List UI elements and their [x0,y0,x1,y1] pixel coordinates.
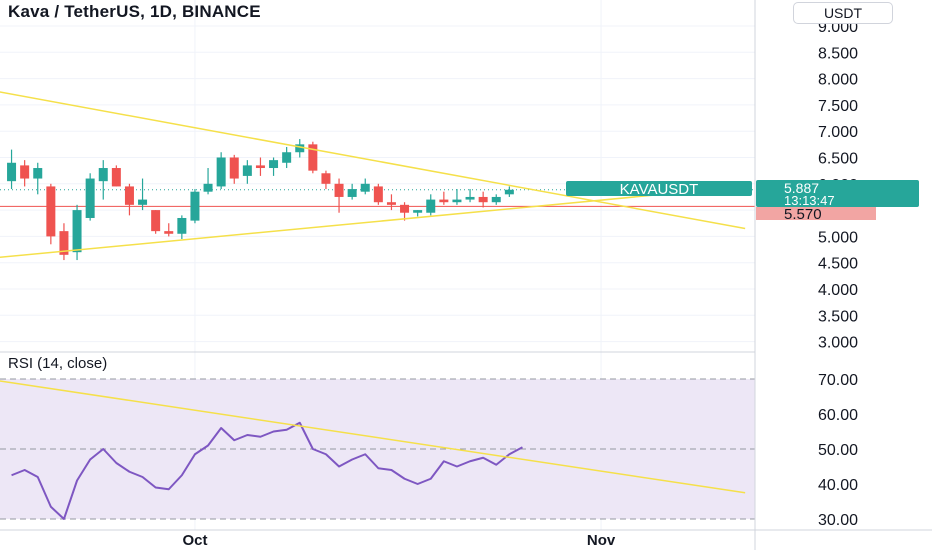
candle-body[interactable] [491,196,501,203]
candle-body[interactable] [203,183,213,192]
last-price-label: 5.887 [784,180,819,196]
last-price-badge [756,180,919,207]
price-trendline[interactable] [0,91,746,230]
price-tick-label: 6.500 [818,151,858,168]
line-level-label: 5.570 [784,206,822,223]
rsi-tick-label: 30.00 [818,512,858,529]
price-tick-label: 4.000 [818,282,858,299]
candle-body[interactable] [452,199,462,203]
candles-layer[interactable] [7,139,514,261]
candle-body[interactable] [321,173,331,184]
rsi-tick-label: 40.00 [818,477,858,494]
candle-body[interactable] [504,189,514,195]
price-tick-label: 7.000 [818,124,858,141]
candle-body[interactable] [426,199,436,213]
candle-body[interactable] [465,196,475,200]
reference-lines-layer [0,189,755,207]
time-tick-label: Nov [587,532,616,549]
candle-body[interactable] [85,178,95,218]
rsi-tick-label: 50.00 [818,442,858,459]
rsi-title: RSI (14, close) [8,355,108,372]
candle-body[interactable] [229,157,239,179]
time-tick-label: Oct [182,532,207,549]
chart-title: Kava / TetherUS, 1D, BINANCE [8,2,261,21]
line-level-badge [756,207,876,220]
candle-body[interactable] [360,183,370,192]
price-tick-label: 8.000 [818,72,858,89]
candle-body[interactable] [216,157,226,187]
candle-body[interactable] [282,152,292,163]
candle-body[interactable] [373,186,383,203]
currency-button[interactable]: USDT [793,2,893,24]
price-tick-label: 4.500 [818,256,858,273]
rsi-tick-label: 70.00 [818,372,858,389]
candle-body[interactable] [111,168,121,187]
candle-body[interactable] [347,189,357,197]
candle-body[interactable] [334,183,344,197]
price-tick-label: 7.500 [818,98,858,115]
candle-body[interactable] [164,231,174,234]
candle-body[interactable] [295,144,305,153]
candle-body[interactable] [386,202,396,205]
candle-body[interactable] [400,204,410,213]
rsi-tick-label: 60.00 [818,407,858,424]
price-trendline[interactable] [0,185,746,259]
candle-body[interactable] [439,199,449,203]
symbol-badge-label: KAVAUSDT [620,181,699,198]
candle-body[interactable] [151,210,161,232]
time-axis-background [0,530,755,550]
rsi-line[interactable] [11,421,523,520]
candle-body[interactable] [177,217,187,234]
price-tick-label: 5.000 [818,229,858,246]
candle-body[interactable] [7,162,17,182]
candle-body[interactable] [190,191,200,221]
rsi-trendline[interactable] [0,380,746,494]
candle-body[interactable] [33,168,43,179]
trendlines-layer[interactable] [0,91,746,494]
candle-body[interactable] [269,160,279,169]
candle-body[interactable] [59,231,69,255]
candle-body[interactable] [308,144,318,171]
candle-body[interactable] [98,168,108,182]
price-tick-label: 8.500 [818,45,858,62]
candle-body[interactable] [242,165,252,176]
candle-body[interactable] [20,165,30,179]
candle-body[interactable] [72,210,82,253]
rsi-layer[interactable] [11,421,523,520]
candle-body[interactable] [124,186,134,205]
candle-body[interactable] [413,210,423,213]
symbol-badge [566,181,752,196]
price-axis-background [755,0,932,550]
countdown-label: 13:13:47 [784,193,835,208]
price-tick-label: 3.000 [818,335,858,352]
candle-body[interactable] [255,165,265,169]
candle-body[interactable] [138,199,148,205]
price-tick-label: 3.500 [818,308,858,325]
rsi-band-layer [0,378,755,520]
candle-body[interactable] [46,186,56,237]
candle-body[interactable] [478,196,488,203]
